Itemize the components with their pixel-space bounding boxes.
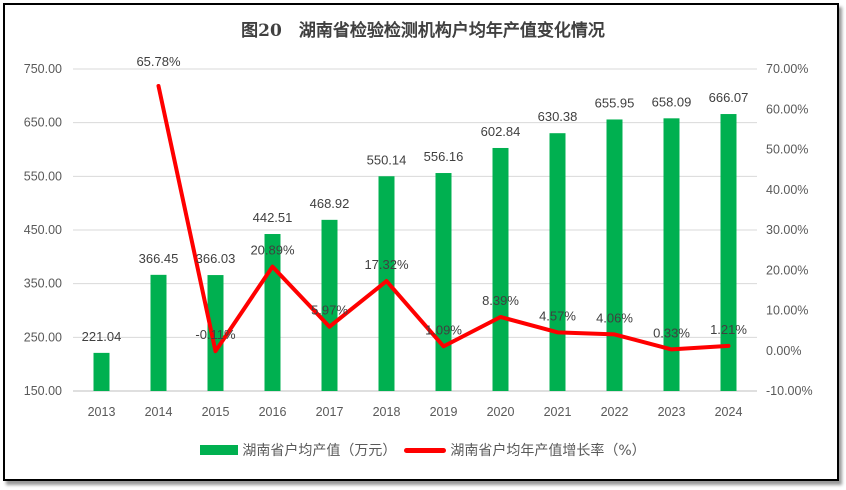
- legend-swatch-bar: [200, 445, 239, 455]
- line-data-label: 4.57%: [539, 308, 576, 323]
- line-data-label: 8.39%: [482, 293, 519, 308]
- bar-data-label: 630.38: [538, 109, 578, 124]
- bar: [492, 147, 509, 391]
- bar-data-label: 468.92: [310, 196, 350, 211]
- y-right-tick-label: 40.00%: [766, 183, 808, 197]
- x-tick-label: 2015: [202, 405, 230, 419]
- line-data-label: 17.32%: [364, 257, 409, 272]
- legend-label-line: 湖南省户均年产值增长率（%）: [450, 443, 646, 459]
- bar-data-label: 550.14: [367, 152, 407, 167]
- y-left-tick-label: 650.00: [24, 116, 62, 130]
- x-tick-label: 2023: [658, 405, 686, 419]
- y-right-tick-label: -10.00%: [766, 384, 813, 398]
- x-tick-label: 2018: [373, 405, 401, 419]
- line-data-label: 20.89%: [250, 243, 295, 258]
- x-tick-label: 2017: [316, 405, 344, 419]
- y-right-tick-label: 70.00%: [766, 62, 808, 76]
- y-right-tick-label: 20.00%: [766, 263, 808, 277]
- bar-data-label: 442.51: [253, 210, 293, 225]
- bar: [321, 219, 338, 391]
- bar: [150, 274, 167, 391]
- legend-item-bar: 湖南省户均产值（万元）: [200, 440, 396, 460]
- line-data-label: 4.06%: [596, 310, 633, 325]
- bar: [93, 352, 110, 391]
- chart-frame: [3, 3, 839, 481]
- y-right-tick-label: 0.00%: [766, 344, 801, 358]
- legend-item-line: 湖南省户均年产值增长率（%）: [404, 440, 646, 460]
- line-data-label: 1.21%: [710, 322, 747, 337]
- bar-data-label: 658.09: [652, 94, 692, 109]
- line-data-label: 5.97%: [311, 303, 348, 318]
- x-tick-label: 2013: [88, 405, 116, 419]
- legend: 湖南省户均产值（万元） 湖南省户均年产值增长率（%）: [0, 440, 846, 460]
- line-data-label: -0.11%: [195, 327, 236, 342]
- bar: [720, 114, 737, 392]
- y-left-tick-label: 150.00: [24, 384, 62, 398]
- legend-swatch-line: [404, 447, 447, 453]
- x-tick-label: 2022: [601, 405, 629, 419]
- bar: [435, 173, 452, 391]
- bar-data-label: 366.45: [139, 251, 179, 266]
- y-left-tick-label: 550.00: [24, 169, 62, 183]
- y-right-tick-label: 10.00%: [766, 304, 808, 318]
- y-right-tick-label: 60.00%: [766, 102, 808, 116]
- line-data-label: 0.33%: [653, 325, 690, 340]
- line-data-label: 1.09%: [425, 322, 462, 337]
- legend-label-bar: 湖南省户均产值（万元）: [242, 443, 397, 459]
- y-left-tick-label: 250.00: [24, 330, 62, 344]
- bar-data-label: 556.16: [424, 149, 464, 164]
- y-left-tick-label: 350.00: [24, 277, 62, 291]
- x-tick-label: 2024: [715, 405, 743, 419]
- growth-line: [156, 83, 731, 354]
- x-tick-label: 2019: [430, 405, 458, 419]
- y-left-tick-label: 450.00: [24, 223, 62, 237]
- y-left-tick-label: 750.00: [24, 62, 62, 76]
- bar-data-label: 666.07: [709, 90, 749, 105]
- x-tick-label: 2021: [544, 405, 572, 419]
- bar-data-label: 655.95: [595, 95, 635, 110]
- bar: [606, 119, 623, 391]
- y-right-tick-label: 50.00%: [766, 143, 808, 157]
- bar-data-label: 221.04: [82, 329, 122, 344]
- y-right-tick-label: 30.00%: [766, 223, 808, 237]
- line-data-label: 65.78%: [136, 54, 181, 69]
- x-tick-label: 2016: [259, 405, 287, 419]
- bar: [207, 275, 224, 391]
- bar: [549, 133, 566, 392]
- bar-data-label: 602.84: [481, 124, 521, 139]
- bar-data-label: 366.03: [196, 251, 236, 266]
- x-tick-label: 2014: [145, 405, 173, 419]
- chart-title: 图20 湖南省检验检测机构户均年产值变化情况: [241, 21, 605, 41]
- bar: [663, 118, 680, 391]
- x-tick-label: 2020: [487, 405, 515, 419]
